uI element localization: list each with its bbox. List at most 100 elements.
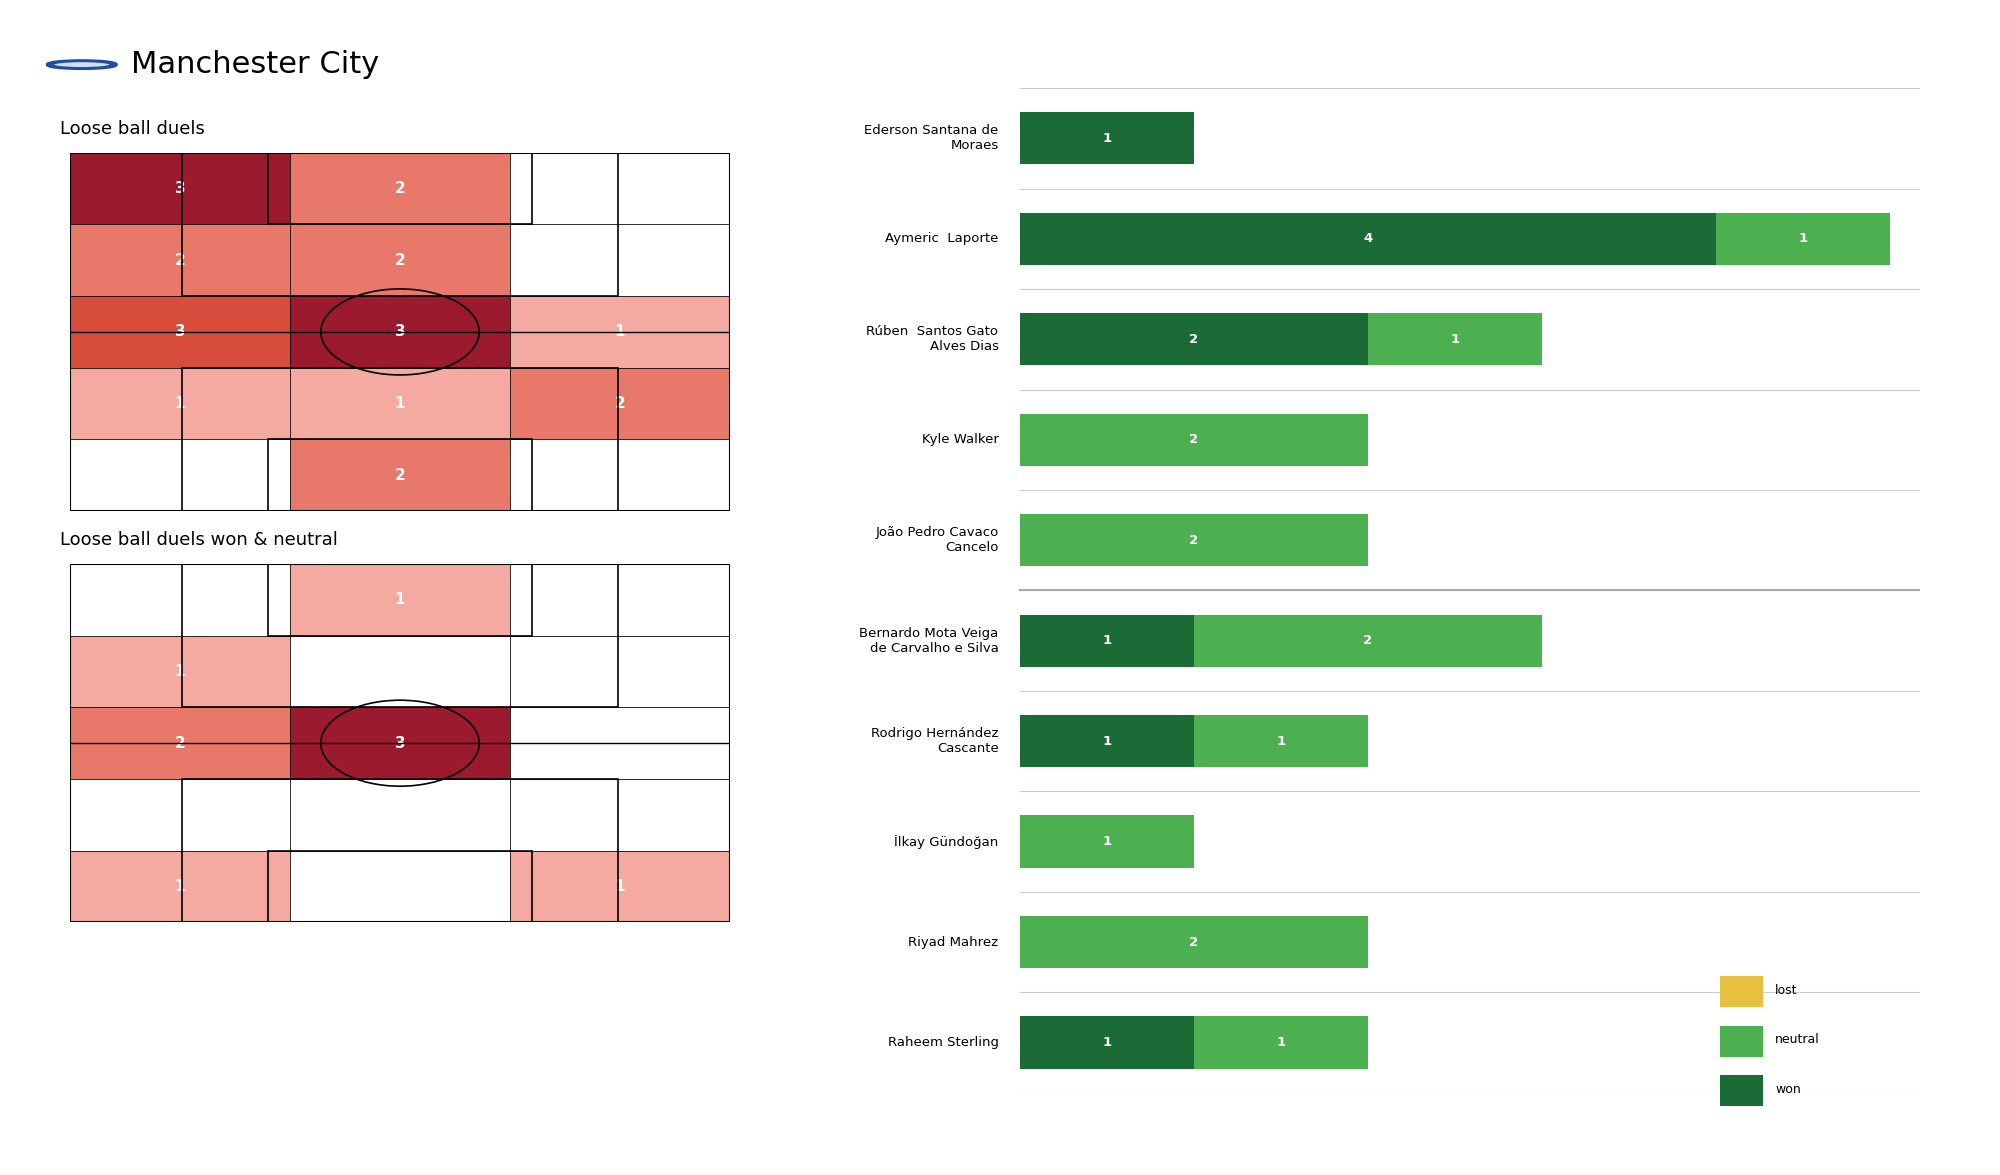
Text: 2: 2 [174, 736, 186, 751]
Text: 1: 1 [394, 592, 406, 607]
Bar [268, 439, 532, 511]
Bar [290, 851, 510, 922]
Text: Rodrigo Hernández
Cascante: Rodrigo Hernández Cascante [872, 727, 998, 756]
Text: 1: 1 [174, 664, 186, 679]
Bar [1194, 716, 1368, 767]
Bar [70, 153, 290, 224]
Text: 1: 1 [614, 324, 626, 340]
Text: Rúben  Santos Gato
Alves Dias: Rúben Santos Gato Alves Dias [866, 325, 998, 354]
Bar [510, 153, 730, 224]
Text: 1: 1 [1102, 734, 1112, 747]
Text: 1: 1 [174, 879, 186, 894]
Bar [1020, 815, 1194, 867]
Text: 3: 3 [174, 181, 186, 196]
Bar [290, 153, 510, 224]
Text: 2: 2 [394, 253, 406, 268]
Bar [510, 779, 730, 851]
Bar [290, 296, 510, 368]
Text: 2: 2 [174, 253, 186, 268]
Bar [70, 779, 290, 851]
Bar [182, 779, 618, 922]
Text: 1: 1 [1276, 734, 1286, 747]
Bar [510, 224, 730, 296]
Bar [1020, 314, 1368, 365]
Text: 1: 1 [1102, 1036, 1112, 1049]
Bar [70, 851, 290, 922]
Text: 1: 1 [1102, 835, 1112, 848]
Bar [1020, 1016, 1194, 1068]
Text: Raheem Sterling: Raheem Sterling [888, 1036, 998, 1049]
Text: Loose ball duels won & neutral: Loose ball duels won & neutral [60, 531, 338, 549]
Bar [290, 439, 510, 511]
Bar [268, 564, 532, 636]
Circle shape [52, 61, 110, 68]
Text: lost: lost [1776, 983, 1798, 998]
Text: won: won [1776, 1082, 1800, 1096]
Bar [510, 368, 730, 439]
Text: 2: 2 [1190, 333, 1198, 345]
Text: 2: 2 [394, 181, 406, 196]
Text: neutral: neutral [1776, 1033, 1820, 1047]
Bar [510, 439, 730, 511]
Bar [290, 707, 510, 779]
Bar [1020, 113, 1194, 164]
Bar [1020, 414, 1368, 465]
Bar [1020, 615, 1194, 666]
Text: Manchester City: Manchester City [132, 51, 380, 79]
Text: 4: 4 [1364, 233, 1372, 246]
Text: 3: 3 [394, 736, 406, 751]
Bar [1020, 213, 1716, 264]
Text: 1: 1 [1450, 333, 1460, 345]
Bar [510, 296, 730, 368]
Text: 1: 1 [394, 396, 406, 411]
Bar [182, 153, 618, 296]
Bar [510, 851, 730, 922]
Bar [182, 564, 618, 707]
Bar [1716, 213, 1890, 264]
Bar [70, 564, 290, 636]
Text: 2: 2 [614, 396, 626, 411]
Bar [1720, 1075, 1764, 1106]
Text: 1: 1 [1276, 1036, 1286, 1049]
Bar [510, 636, 730, 707]
Bar [70, 368, 290, 439]
Bar [1368, 314, 1542, 365]
Text: İlkay Gündoğan: İlkay Gündoğan [894, 834, 998, 848]
Text: Bernardo Mota Veiga
de Carvalho e Silva: Bernardo Mota Veiga de Carvalho e Silva [860, 626, 998, 654]
Text: 1: 1 [1798, 233, 1808, 246]
Text: Ederson Santana de
Moraes: Ederson Santana de Moraes [864, 125, 998, 153]
Bar [510, 707, 730, 779]
Text: João Pedro Cavaco
Cancelo: João Pedro Cavaco Cancelo [876, 526, 998, 555]
Text: 2: 2 [1190, 533, 1198, 546]
Bar [268, 851, 532, 922]
Text: 2: 2 [1190, 935, 1198, 948]
Bar [70, 636, 290, 707]
Text: 1: 1 [1102, 132, 1112, 145]
Text: Aymeric  Laporte: Aymeric Laporte [886, 233, 998, 246]
Bar [290, 224, 510, 296]
Text: Loose ball duels: Loose ball duels [60, 120, 204, 137]
Bar [70, 296, 290, 368]
Bar [290, 779, 510, 851]
Text: Kyle Walker: Kyle Walker [922, 434, 998, 446]
Text: 1: 1 [614, 879, 626, 894]
Bar [70, 439, 290, 511]
Text: 1: 1 [1102, 634, 1112, 647]
Text: 3: 3 [174, 324, 186, 340]
Bar [1020, 515, 1368, 566]
Bar [290, 564, 510, 636]
Bar [70, 707, 290, 779]
Text: 2: 2 [1190, 434, 1198, 446]
Text: 1: 1 [174, 396, 186, 411]
Text: 2: 2 [1364, 634, 1372, 647]
Text: 2: 2 [394, 468, 406, 483]
Text: 3: 3 [394, 324, 406, 340]
Bar [1020, 916, 1368, 968]
Bar [510, 564, 730, 636]
Bar [1194, 615, 1542, 666]
Bar [70, 224, 290, 296]
Bar [1720, 1026, 1764, 1056]
Bar [290, 636, 510, 707]
Bar [268, 153, 532, 224]
Text: Riyad Mahrez: Riyad Mahrez [908, 935, 998, 948]
